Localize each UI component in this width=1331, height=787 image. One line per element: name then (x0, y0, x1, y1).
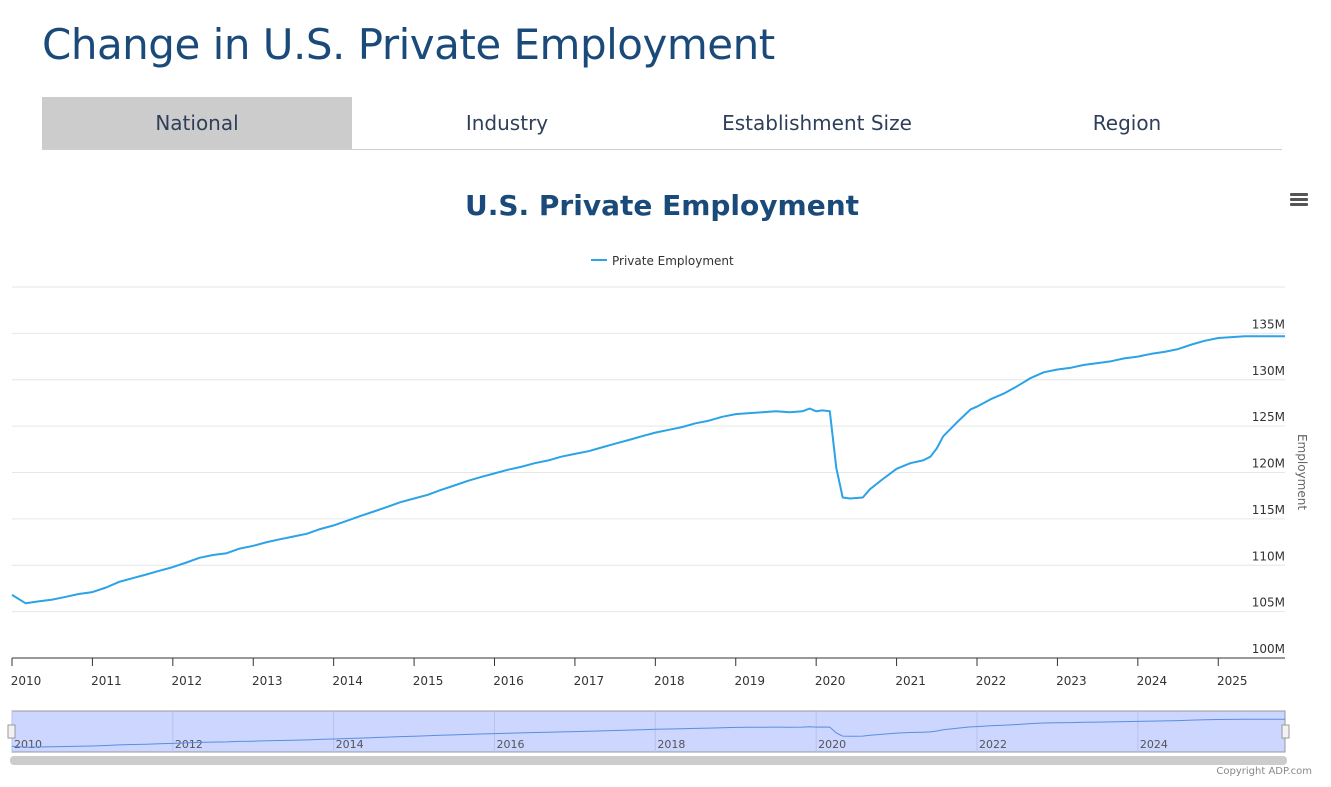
navigator-scrollbar (10, 756, 1287, 765)
tab-bar: National Industry Establishment Size Reg… (42, 97, 1282, 150)
page-title: Change in U.S. Private Employment (42, 20, 775, 69)
y-tick-label: 130M (1252, 364, 1285, 378)
x-tick-label: 2013 (252, 674, 283, 688)
y-axis-label: Employment (1295, 434, 1309, 510)
chart-menu-icon[interactable] (1290, 193, 1308, 207)
y-tick-label: 125M (1252, 410, 1285, 424)
x-tick-label: 2024 (1137, 674, 1168, 688)
y-tick-label: 110M (1252, 549, 1285, 563)
y-tick-label: 115M (1252, 503, 1285, 517)
navigator-series (11, 718, 1285, 748)
series-line-private-employment (11, 335, 1285, 605)
x-tick-label: 2016 (493, 674, 524, 688)
navigator-tick-label: 2014 (336, 738, 364, 751)
tab-industry[interactable]: Industry (465, 111, 549, 135)
navigator-tick-label: 2020 (818, 738, 846, 751)
x-tick-label: 2014 (332, 674, 363, 688)
navigator-tick-label: 2024 (1140, 738, 1168, 751)
x-tick-label: 2012 (172, 674, 203, 688)
navigator-tick-label: 2022 (979, 738, 1007, 751)
tab-region[interactable]: Region (1092, 111, 1162, 135)
x-tick-label: 2021 (895, 674, 926, 688)
navigator-tick-label: 2012 (175, 738, 203, 751)
navigator-tick-label: 2010 (14, 738, 42, 751)
y-tick-label: 120M (1252, 457, 1285, 471)
chart-title: U.S. Private Employment (465, 189, 859, 222)
x-tick-label: 2017 (574, 674, 605, 688)
navigator-window (11, 710, 1286, 753)
y-tick-label: 135M (1252, 317, 1285, 331)
employment-chart: U.S. Private Employment Private Employmen… (7, 189, 1309, 765)
x-tick-label: 2010 (11, 674, 42, 688)
legend-label: Private Employment (612, 254, 734, 268)
x-tick-label: 2023 (1056, 674, 1087, 688)
copyright-text: Copyright ADP.com (1216, 766, 1312, 777)
navigator-tick-label: 2016 (497, 738, 525, 751)
x-tick-label: 2020 (815, 674, 846, 688)
navigator-tick-label: 2018 (657, 738, 685, 751)
x-tick-label: 2015 (413, 674, 444, 688)
tab-establishment-size[interactable]: Establishment Size (722, 111, 912, 135)
y-tick-label: 100M (1252, 642, 1285, 656)
x-tick-label: 2025 (1217, 674, 1248, 688)
tab-national[interactable]: National (42, 97, 352, 149)
x-tick-label: 2011 (91, 674, 122, 688)
x-tick-label: 2022 (976, 674, 1007, 688)
y-tick-label: 105M (1252, 596, 1285, 610)
navigator-handle-left (7, 724, 16, 739)
x-tick-label: 2018 (654, 674, 685, 688)
navigator-handle-right (1281, 724, 1290, 739)
x-tick-label: 2019 (734, 674, 765, 688)
